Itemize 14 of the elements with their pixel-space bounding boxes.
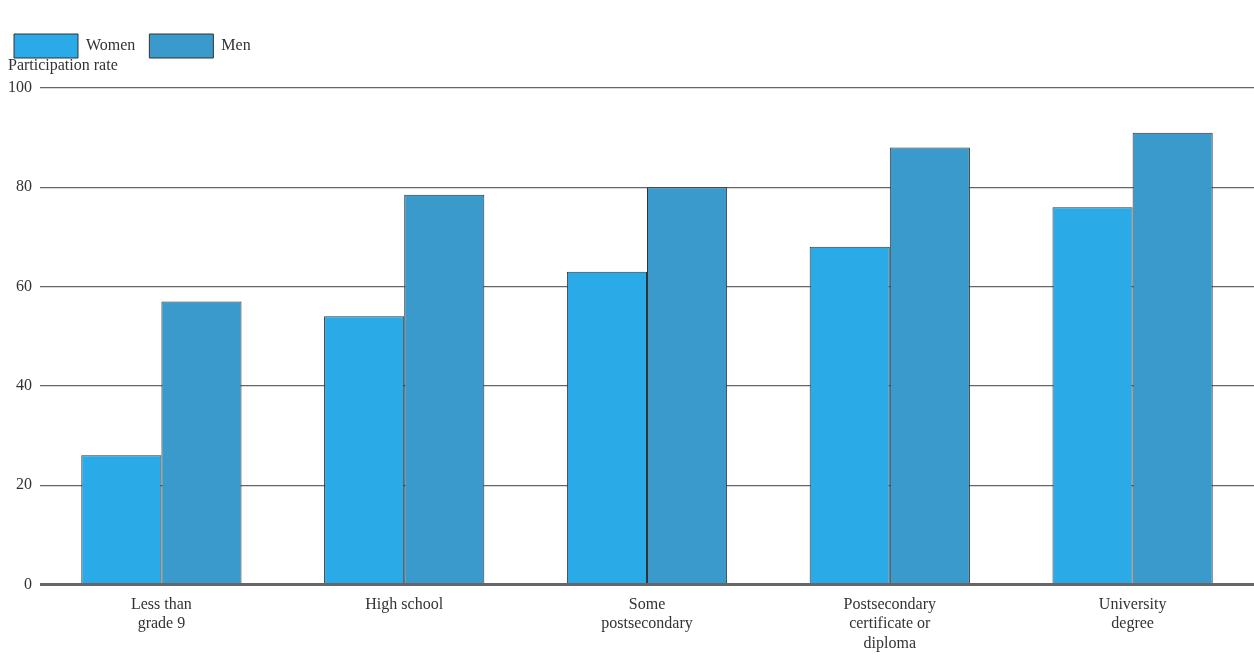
x-tick-label: Some postsecondary xyxy=(601,595,693,633)
y-tick-label: 60 xyxy=(16,276,32,294)
x-tick-label: Less than grade 9 xyxy=(130,595,192,633)
y-axis-title: Participation rate xyxy=(8,56,118,75)
y-tick-label: 40 xyxy=(16,376,32,394)
x-tick-label: University degree xyxy=(1098,595,1167,633)
legend-label: Women xyxy=(86,36,136,54)
x-tick-label: High school xyxy=(365,595,444,614)
y-tick-label: 80 xyxy=(16,177,32,195)
legend-label: Men xyxy=(221,36,251,54)
y-tick-label: 20 xyxy=(16,475,32,493)
x-tick-label: Postsecondary certificate or diploma xyxy=(843,595,937,652)
y-tick-label: 100 xyxy=(8,78,32,96)
y-tick-label: 0 xyxy=(24,574,32,592)
